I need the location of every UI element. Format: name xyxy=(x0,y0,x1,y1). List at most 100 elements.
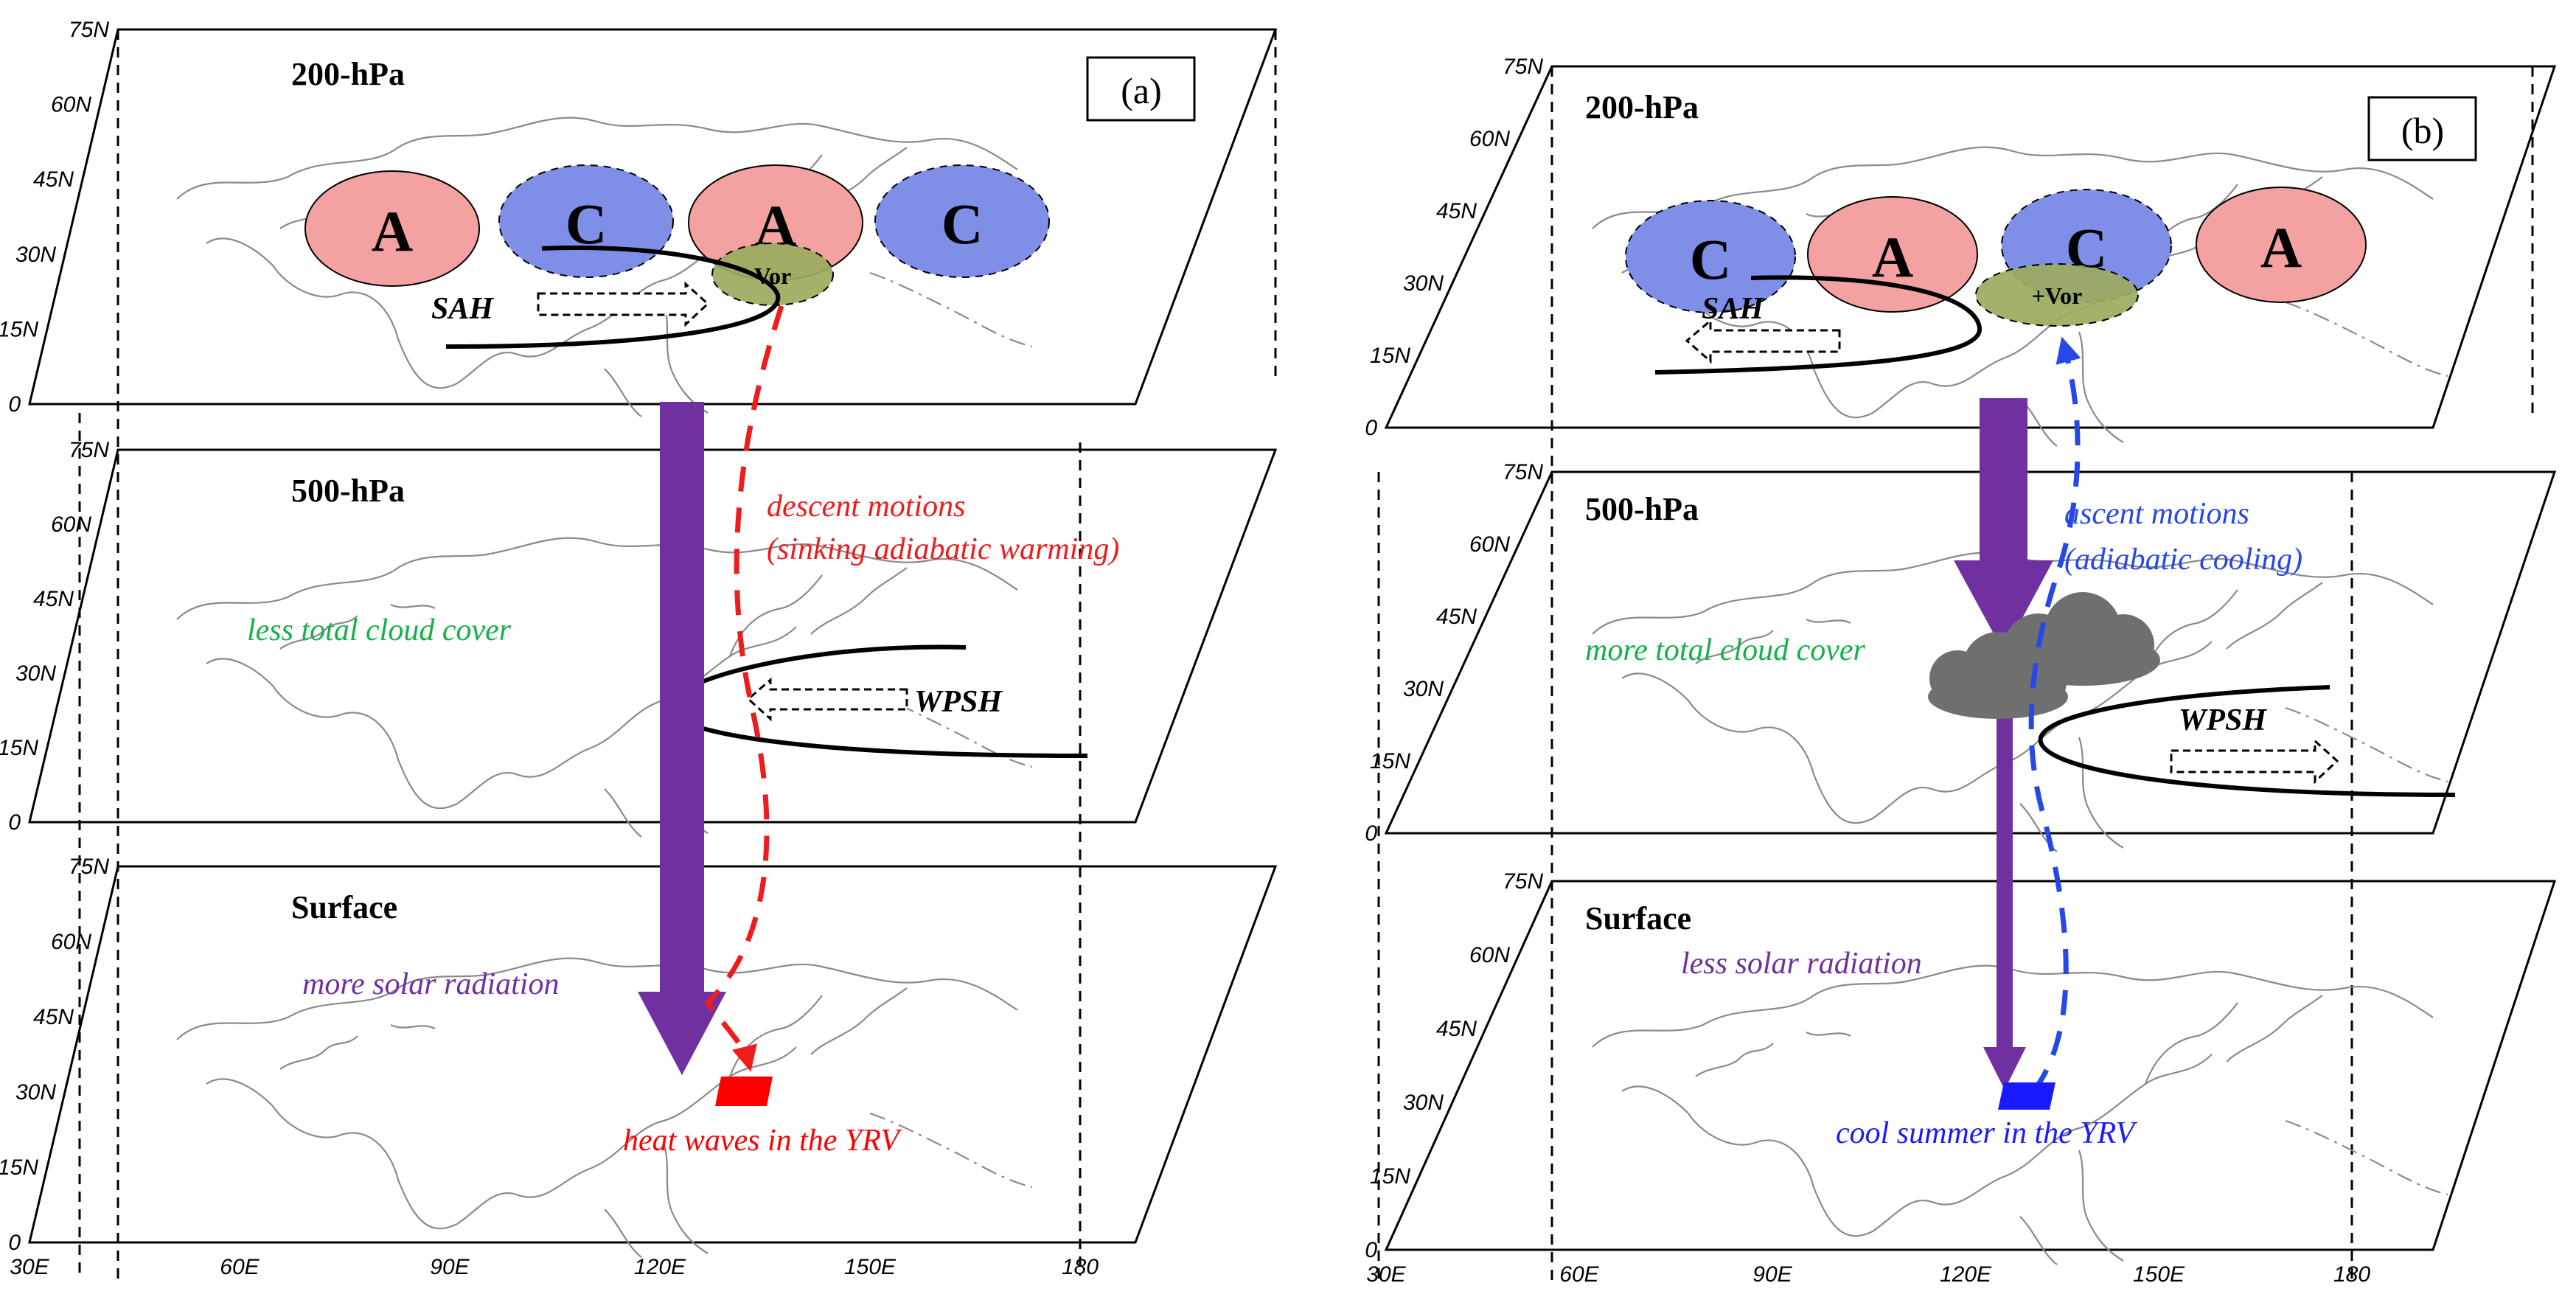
lat-tick-label: 0 xyxy=(8,392,21,417)
level-label-500hpa-a: 500-hPa xyxy=(291,473,405,509)
lat-tick-label: 60N xyxy=(51,93,91,117)
center-label: A xyxy=(1872,225,1913,289)
anticyclone-center xyxy=(2196,187,2367,303)
lat-tick-label: 0 xyxy=(8,1231,21,1255)
lon-tick-label: 120E xyxy=(1940,1262,1992,1287)
lat-tick-label: 45N xyxy=(33,167,74,192)
center-label: C xyxy=(1690,227,1731,291)
lat-tick-label: 60N xyxy=(1469,943,1510,967)
lat-tick-label: 30N xyxy=(15,243,56,267)
lat-tick-label: 30N xyxy=(1403,1091,1444,1115)
cloud-cover-label-b: more total cloud cover xyxy=(1585,633,1866,667)
lon-tick-label: 60E xyxy=(1559,1262,1599,1287)
lat-tick-label: 45N xyxy=(33,587,74,611)
lon-tick-label: 150E xyxy=(844,1255,897,1279)
wpsh-shift-arrow xyxy=(2170,738,2339,785)
lat-tick-label: 75N xyxy=(1503,55,1543,79)
lat-tick-label: 60N xyxy=(51,930,91,954)
lat-tick-label: 60N xyxy=(1469,127,1510,151)
panel-b xyxy=(1377,65,2557,1283)
lat-tick-label: 15N xyxy=(0,736,38,760)
lat-tick-label: 0 xyxy=(8,810,21,835)
center-label: A xyxy=(372,199,413,263)
motion-label-a: descent motions xyxy=(767,490,965,524)
lat-tick-label: 30N xyxy=(15,1080,56,1105)
descent-motion-arrow xyxy=(704,305,784,1072)
lat-tick-label: 75N xyxy=(69,438,109,462)
lon-tick-label: 30E xyxy=(1366,1262,1406,1287)
lat-tick-label: 30N xyxy=(15,661,56,686)
lat-tick-label: 15N xyxy=(1370,749,1410,773)
lat-tick-label: 0 xyxy=(1365,821,1377,846)
wpsh-contour xyxy=(2038,685,2456,797)
lon-tick-label: 120E xyxy=(634,1255,686,1279)
motion-note-a: (sinking adiabatic warming) xyxy=(767,532,1119,566)
panel-a xyxy=(28,28,1278,1283)
axis-tick-labels: 75N 60N 45N 30N 15N 0 75N 60N 45N 30N 15N 0 75N 60N 45… xyxy=(0,18,2370,1287)
motion-label-b: ascent motions xyxy=(2064,497,2249,531)
lat-tick-label: 15N xyxy=(1370,1164,1410,1189)
lon-tick-label: 60E xyxy=(220,1255,260,1279)
cloud-icon xyxy=(1928,592,2160,719)
lat-tick-label: 45N xyxy=(1436,199,1477,223)
solar-radiation-arrow xyxy=(638,402,726,1075)
center-label: C xyxy=(565,192,607,256)
lat-tick-label: 75N xyxy=(69,18,109,42)
yrv-region-marker-a xyxy=(715,1077,773,1106)
wpsh-shift-arrow xyxy=(746,677,908,722)
level-label-surface-b: Surface xyxy=(1585,900,1691,936)
lat-tick-label: 45N xyxy=(1436,1017,1477,1041)
ascent-motion-arrow xyxy=(2028,336,2081,1093)
radiation-label-b: less solar radiation xyxy=(1681,947,1922,981)
level-label-200hpa-a: 200-hPa xyxy=(291,56,405,92)
lon-tick-label: 180 xyxy=(1062,1255,1099,1279)
panel-b-label: (b) xyxy=(2401,110,2444,151)
cloud-cover-label-a: less total cloud cover xyxy=(247,613,512,647)
lon-tick-label: 180 xyxy=(2333,1262,2370,1287)
wpsh-label: WPSH xyxy=(914,685,1003,719)
anticyclone-center xyxy=(304,170,480,287)
lat-tick-label: 15N xyxy=(0,317,38,341)
motion-note-b: (adiabatic cooling) xyxy=(2064,543,2302,577)
lat-tick-label: 15N xyxy=(1370,344,1410,368)
panel-a-label: (a) xyxy=(1121,70,1162,111)
level-label-500hpa-b: 500-hPa xyxy=(1585,491,1699,527)
wpsh-label: WPSH xyxy=(2179,703,2267,737)
cyclone-center xyxy=(1625,200,1796,313)
sah-contour xyxy=(1654,275,1982,375)
anticyclone-center xyxy=(1807,196,1978,313)
solar-radiation-arrow xyxy=(1954,398,2053,653)
lat-tick-label: 75N xyxy=(69,855,109,879)
lat-tick-label: 45N xyxy=(1436,605,1477,629)
radiation-label-a: more solar radiation xyxy=(302,967,559,1001)
solar-radiation-arrow-reduced xyxy=(1983,712,2026,1090)
sah-contour xyxy=(445,245,781,349)
sah-shift-arrow xyxy=(537,281,710,327)
lon-tick-label: 90E xyxy=(1752,1262,1792,1287)
lat-tick-label: 0 xyxy=(1365,1238,1377,1262)
vorticity-anomaly xyxy=(1975,263,2139,327)
lat-tick-label: 75N xyxy=(1503,869,1543,894)
outcome-label-a: heat waves in the YRV xyxy=(623,1124,902,1158)
outcome-label-b: cool summer in the YRV xyxy=(1836,1116,2138,1150)
sah-shift-arrow xyxy=(1685,318,1841,364)
center-label: C xyxy=(941,192,983,256)
lat-tick-label: 30N xyxy=(1403,271,1444,296)
level-label-surface-a: Surface xyxy=(291,889,397,925)
lat-tick-label: 45N xyxy=(33,1005,74,1029)
yrv-region-marker-b xyxy=(1998,1082,2055,1110)
lon-tick-label: 150E xyxy=(2133,1262,2185,1287)
lat-tick-label: 75N xyxy=(1503,460,1543,484)
lat-tick-label: 60N xyxy=(1469,532,1510,557)
level-label-200hpa-b: 200-hPa xyxy=(1585,89,1699,125)
sah-label: SAH xyxy=(1702,292,1764,326)
lat-tick-label: 60N xyxy=(51,512,91,537)
center-label: A xyxy=(2260,215,2302,279)
cyclone-center xyxy=(874,164,1050,278)
lon-tick-label: 90E xyxy=(430,1255,470,1279)
vorticity-label: +Vor xyxy=(2032,282,2083,309)
lat-tick-label: 0 xyxy=(1365,416,1377,440)
lon-tick-label: 30E xyxy=(10,1255,49,1279)
